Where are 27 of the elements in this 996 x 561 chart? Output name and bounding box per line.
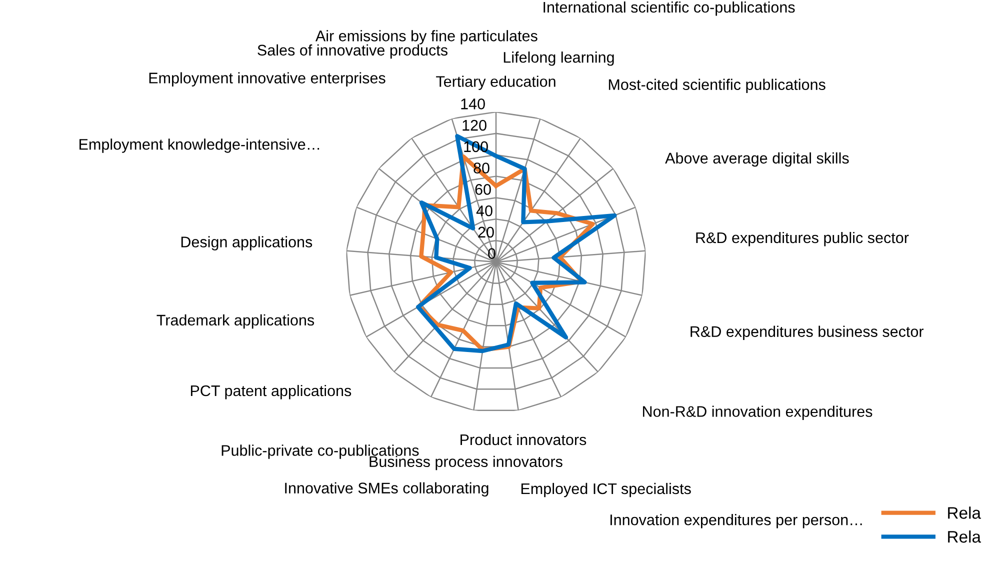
spoke-label: Lifelong learning <box>504 52 614 66</box>
spoke-label: Trademark applications <box>156 314 314 329</box>
spoke-label: PCT patent applications <box>190 384 352 400</box>
spoke-label: Design applications <box>181 236 312 250</box>
spoke-label: Product innovators <box>460 434 586 446</box>
y-tick-label: 120 <box>462 120 486 131</box>
spoke-label: Sales of innovative products <box>258 44 448 59</box>
spoke-label: R&D expenditures public sector <box>696 232 909 246</box>
legend-label: Rela <box>948 506 981 519</box>
spoke-label: International scientific co-publications <box>544 1 795 16</box>
y-tick-label: 140 <box>461 98 485 110</box>
spoke-label: R&D expenditures business sector <box>690 326 924 340</box>
spoke-label: Innovation expenditures per person… <box>610 514 862 528</box>
spoke-label: Above average digital skills <box>665 152 849 167</box>
spoke-label: Innovative SMEs collaborating <box>285 482 488 497</box>
spoke-label: Employment innovative enterprises <box>149 72 386 86</box>
spoke-label: Employed ICT specialists <box>521 482 691 498</box>
spoke-label: Non-R&D innovation expenditures <box>643 406 872 420</box>
y-tick-label: 0 <box>488 248 496 259</box>
spoke-label: Most-cited scientific publications <box>608 78 826 94</box>
spoke-label: Air emissions by fine particulates <box>315 30 538 44</box>
y-tick-label: 60 <box>475 184 491 195</box>
y-tick-label: 40 <box>476 205 492 216</box>
spoke-label: Employment knowledge-intensive… <box>80 138 320 153</box>
legend-label: Rela <box>948 530 981 543</box>
y-tick-label: 20 <box>478 226 494 238</box>
spoke-label: Tertiary education <box>436 76 556 90</box>
